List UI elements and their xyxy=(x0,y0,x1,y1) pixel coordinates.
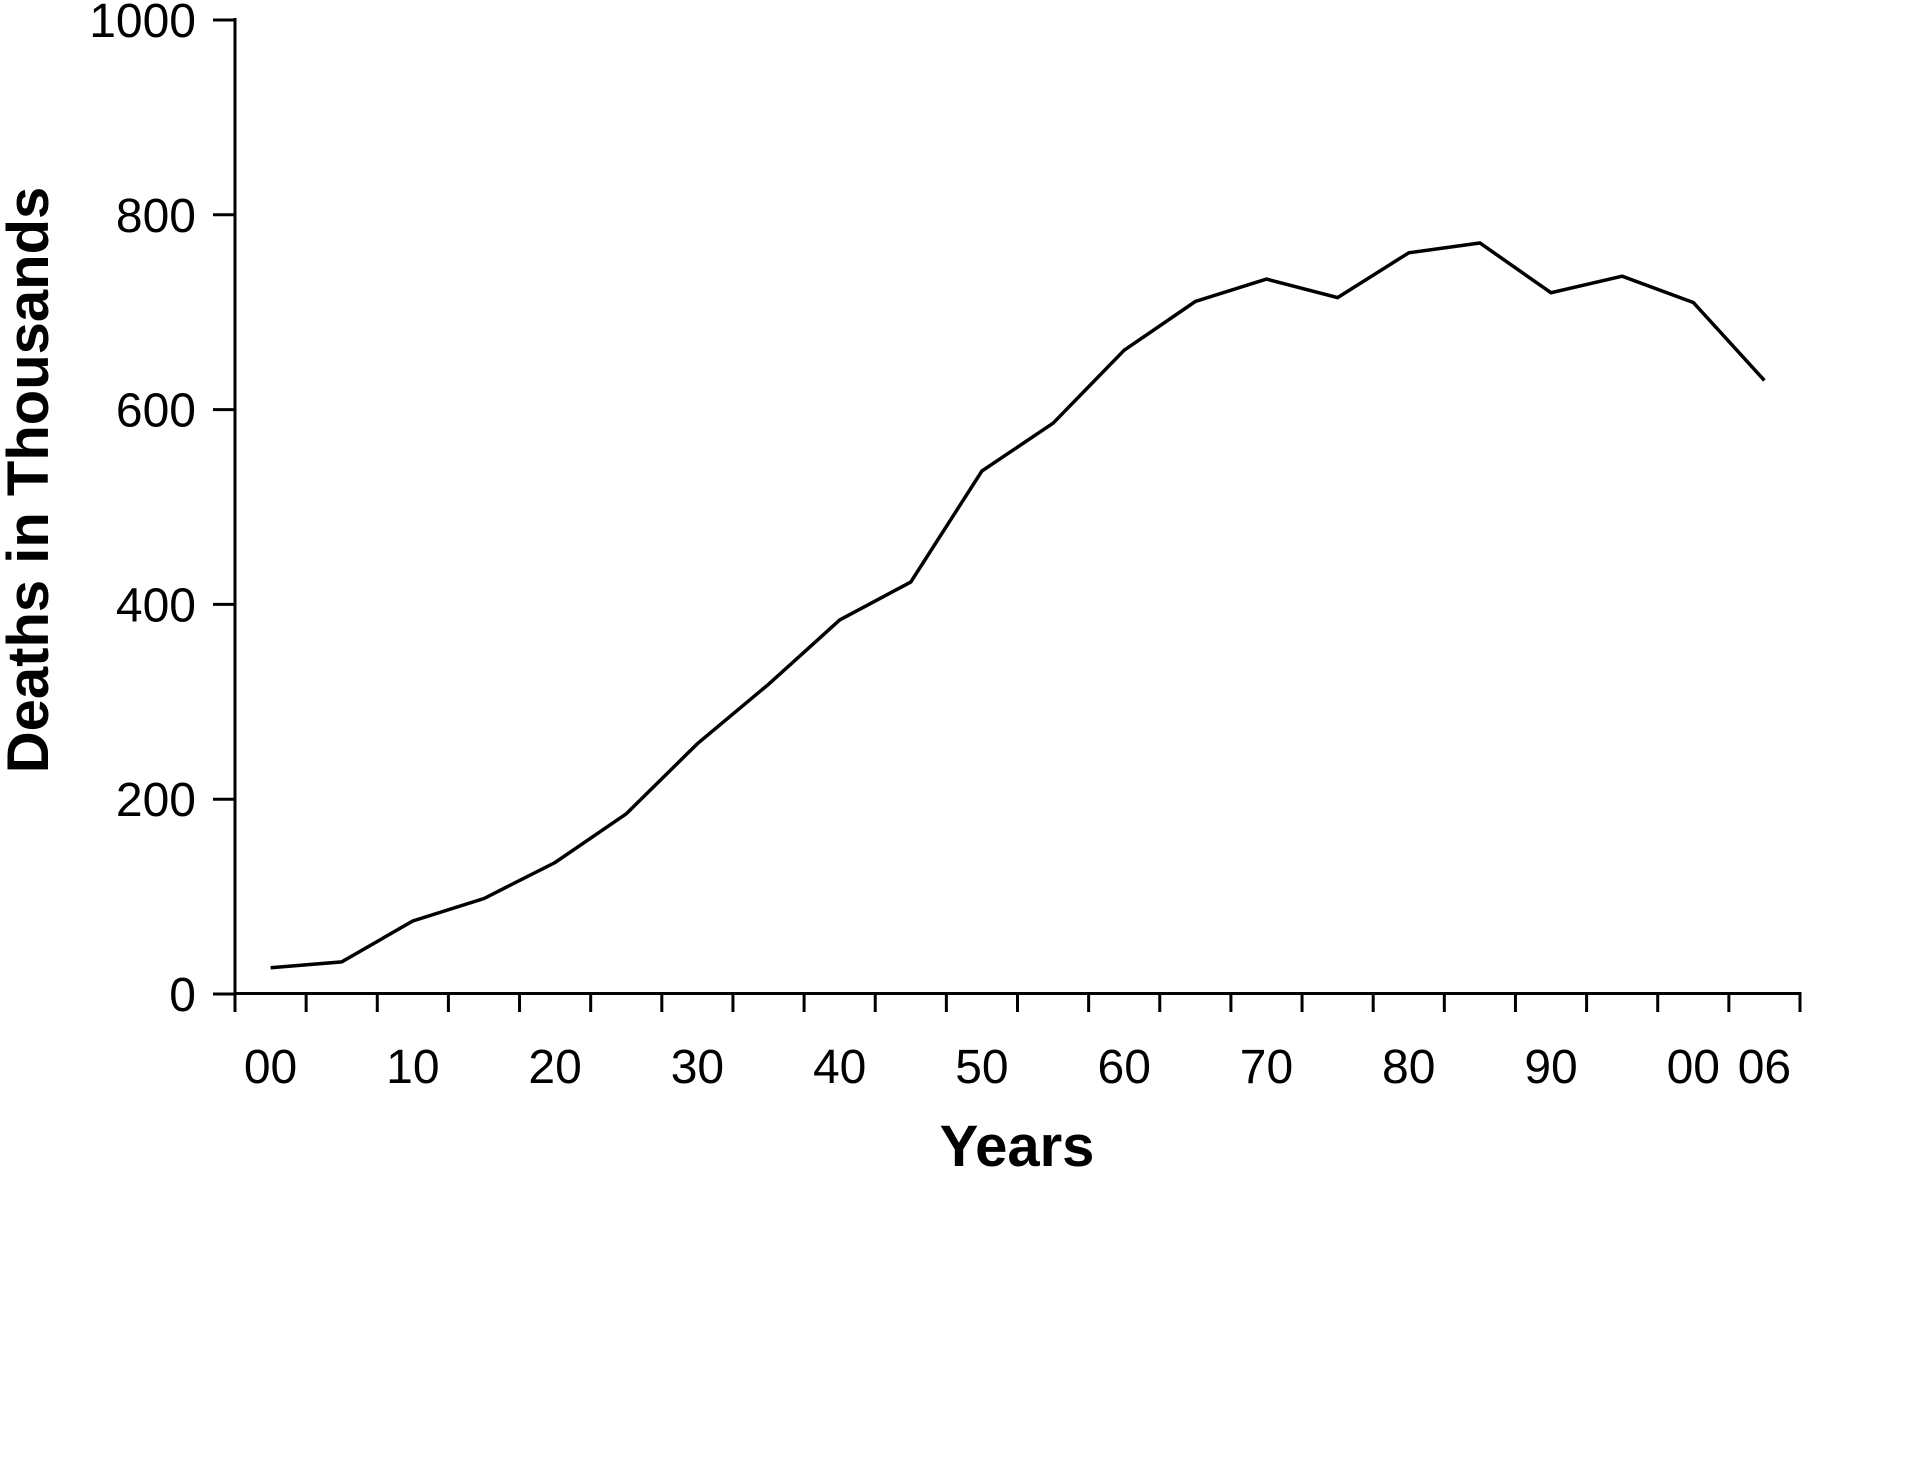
x-axis-tick-label: 30 xyxy=(671,1041,724,1094)
y-axis-tick-label: 200 xyxy=(116,774,196,827)
x-axis-tick-label: 70 xyxy=(1240,1041,1293,1094)
x-axis-tick-label: 80 xyxy=(1382,1041,1435,1094)
y-axis-title: Deaths in Thousands xyxy=(0,187,61,774)
x-axis-tick-label: 10 xyxy=(386,1041,439,1094)
y-axis-tick-label: 400 xyxy=(116,579,196,632)
data-series-line xyxy=(270,241,1766,970)
x-axis-tick-label: 50 xyxy=(955,1041,1008,1094)
x-axis-tick-label: 90 xyxy=(1524,1041,1577,1094)
x-axis-tick-label: 20 xyxy=(528,1041,581,1094)
plot-area: 0 200 400 600 800 1000 00 10 20 30 40 50 60 70 80 90 00 0… xyxy=(89,0,1802,1094)
x-axis-tick-label: 60 xyxy=(1098,1041,1151,1094)
x-axis-tick-label: 40 xyxy=(813,1041,866,1094)
y-axis-tick-label: 1000 xyxy=(89,0,196,48)
x-axis-tick-label: 00 xyxy=(1667,1041,1720,1094)
y-axis-tick-label: 600 xyxy=(116,385,196,438)
x-axis-tick-label: 00 xyxy=(244,1041,297,1094)
x-axis-tick-label: 06 xyxy=(1738,1041,1791,1094)
y-axis-tick-label: 800 xyxy=(116,190,196,243)
y-axis-tick-label: 0 xyxy=(169,969,196,1022)
x-axis-title: Years xyxy=(940,1114,1095,1179)
